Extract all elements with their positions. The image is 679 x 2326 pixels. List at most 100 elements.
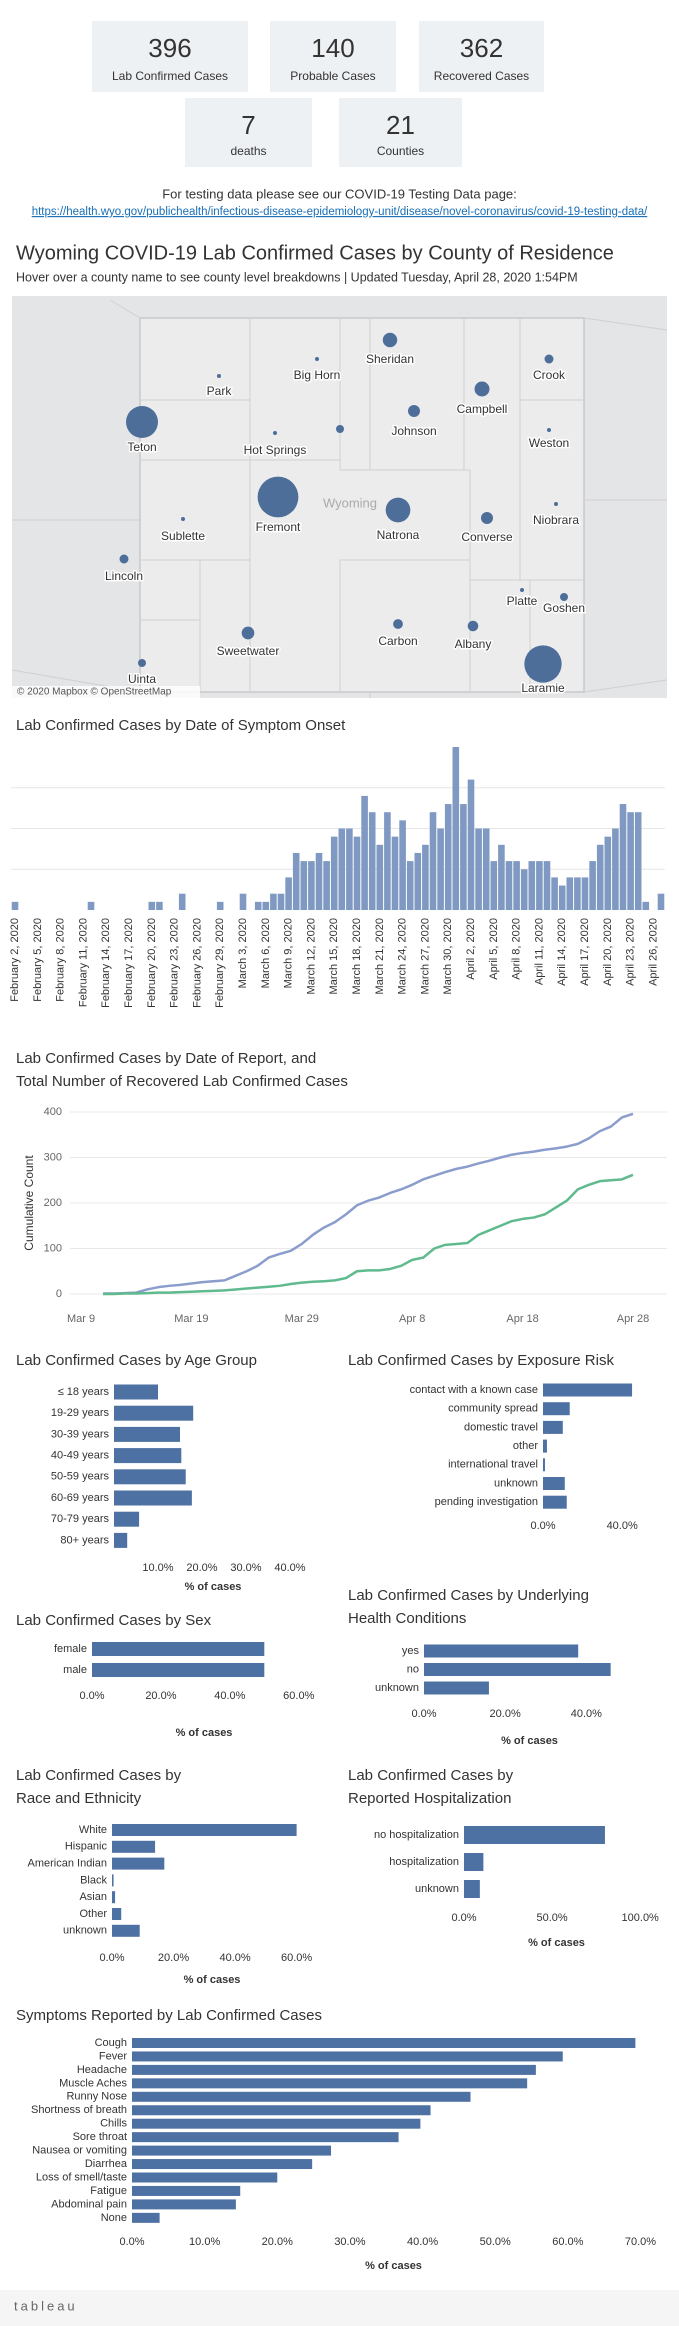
county-bubble [181,517,185,521]
bar [424,1644,579,1658]
bar [543,1477,565,1490]
bar [543,1383,633,1397]
x-axis-title: % of cases [528,1937,585,1949]
county-bubble [481,512,493,524]
bar [132,2091,471,2102]
county-label: Sheridan [366,352,414,366]
map-background [11,296,668,698]
category-label: 60-69 years [51,1492,110,1504]
bar [353,836,361,910]
category-label: male [63,1664,87,1676]
bar [642,901,650,910]
bar [627,812,634,910]
x-tick-label: February 20, 2020 [146,918,158,1008]
category-label: no [407,1663,419,1675]
county-bubble [315,357,319,361]
county-label: Teton [127,440,156,454]
bar [132,2199,236,2210]
x-tick-label: 40.0% [219,1952,250,1964]
category-label: Runny Nose [66,2091,127,2103]
kpi-label: Lab Confirmed Cases [112,69,228,83]
bar [429,812,437,910]
chart-title: Lab Confirmed Cases by Date of Report, a… [16,1050,316,1067]
x-tick-label: April 11, 2020 [533,918,545,985]
x-tick-label: 40.0% [214,1690,245,1702]
category-label: Asian [79,1891,107,1903]
county-bubble [520,588,524,592]
category-label: Headache [77,2064,127,2076]
x-tick-label: 40.0% [571,1708,602,1720]
x-tick-label: February 8, 2020 [55,918,67,1002]
bar [619,804,627,910]
bar [482,828,490,910]
bar [520,869,528,910]
bar [114,1511,140,1527]
county-bubble [138,659,146,667]
bar [424,1681,489,1695]
bar [505,861,513,910]
bar [178,893,186,910]
category-label: 30-39 years [51,1428,110,1440]
county-label: Campbell [457,402,508,416]
bar [87,901,95,910]
category-label: Abdominal pain [51,2198,127,2210]
x-tick-label: 40.0% [274,1562,305,1574]
category-label: American Indian [28,1858,108,1870]
category-label: unknown [494,1477,538,1489]
bar [277,893,285,910]
bar [604,836,612,910]
bar [92,1642,265,1656]
bar [422,844,429,910]
county-bubble [217,374,221,378]
y-tick-label: 100 [44,1242,62,1254]
bar [132,2051,563,2062]
county-label: Big Horn [294,368,341,382]
testing-link[interactable]: https://health.wyo.gov/publichealth/infe… [32,206,648,218]
bar [112,1824,297,1836]
bar [132,2172,278,2183]
bar [543,1439,547,1453]
county-bubble [126,406,158,438]
category-label: Sore throat [73,2131,127,2143]
bar [543,1495,567,1509]
x-tick-label: 0.0% [411,1708,436,1720]
x-tick-label: 60.0% [281,1952,312,1964]
x-tick-label: 10.0% [142,1562,173,1574]
x-axis-title: % of cases [185,1581,242,1593]
bar [114,1448,182,1464]
county-bubble [560,593,568,601]
bar [566,877,574,910]
x-tick-label: February 14, 2020 [100,918,112,1008]
series-line [103,1173,634,1296]
x-tick-label: 70.0% [625,2236,656,2248]
bar [308,861,315,910]
bar [132,2105,431,2116]
tableau-logo[interactable]: tableau [14,2298,78,2313]
bar [490,861,498,910]
bar [338,828,346,910]
category-label: other [513,1440,538,1452]
x-tick-label: 20.0% [186,1562,217,1574]
x-tick-label: Apr 28 [617,1313,649,1325]
x-tick-label: Mar 19 [174,1313,208,1325]
x-tick-label: April 5, 2020 [488,918,500,980]
x-tick-label: March 12, 2020 [305,918,317,994]
chart-title: Lab Confirmed Cases by Underlying [348,1587,589,1604]
category-label: Muscle Aches [59,2077,127,2089]
bar [114,1426,180,1442]
chart-title: Lab Confirmed Cases by Exposure Risk [348,1352,614,1369]
x-tick-label: 0.0% [99,1952,124,1964]
x-tick-label: March 6, 2020 [260,918,272,988]
bar [132,2064,536,2075]
x-tick-label: 30.0% [334,2236,365,2248]
x-tick-label: April 20, 2020 [602,918,614,986]
category-label: ≤ 18 years [58,1386,110,1398]
county-label: Sublette [161,529,205,543]
bar [452,747,460,910]
bar [254,901,262,910]
county-label: Goshen [543,601,585,615]
bar [330,836,338,910]
bar [132,2185,241,2196]
x-tick-label: 10.0% [189,2236,220,2248]
kpi-value: 362 [460,33,503,63]
